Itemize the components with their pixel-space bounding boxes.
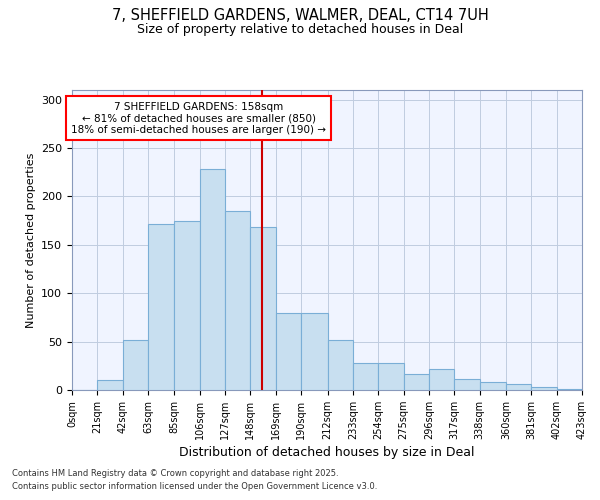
Bar <box>200 170 225 390</box>
Text: 7, SHEFFIELD GARDENS, WALMER, DEAL, CT14 7UH: 7, SHEFFIELD GARDENS, WALMER, DEAL, CT14… <box>112 8 488 22</box>
Bar <box>353 363 378 390</box>
Bar <box>454 380 479 390</box>
Bar <box>225 211 250 390</box>
Bar <box>378 363 404 390</box>
Bar <box>122 340 148 390</box>
Bar <box>532 387 557 390</box>
Bar <box>276 312 301 390</box>
Bar <box>328 340 353 390</box>
Bar <box>97 380 122 390</box>
Text: Contains public sector information licensed under the Open Government Licence v3: Contains public sector information licen… <box>12 482 377 491</box>
X-axis label: Distribution of detached houses by size in Deal: Distribution of detached houses by size … <box>179 446 475 459</box>
Text: 7 SHEFFIELD GARDENS: 158sqm
← 81% of detached houses are smaller (850)
18% of se: 7 SHEFFIELD GARDENS: 158sqm ← 81% of det… <box>71 102 326 135</box>
Bar <box>250 228 276 390</box>
Y-axis label: Number of detached properties: Number of detached properties <box>26 152 35 328</box>
Text: Size of property relative to detached houses in Deal: Size of property relative to detached ho… <box>137 22 463 36</box>
Bar <box>175 220 200 390</box>
Bar <box>479 382 506 390</box>
Bar <box>404 374 429 390</box>
Bar <box>557 389 582 390</box>
Bar <box>301 312 328 390</box>
Bar <box>148 224 175 390</box>
Bar <box>429 368 454 390</box>
Text: Contains HM Land Registry data © Crown copyright and database right 2025.: Contains HM Land Registry data © Crown c… <box>12 468 338 477</box>
Bar <box>506 384 532 390</box>
